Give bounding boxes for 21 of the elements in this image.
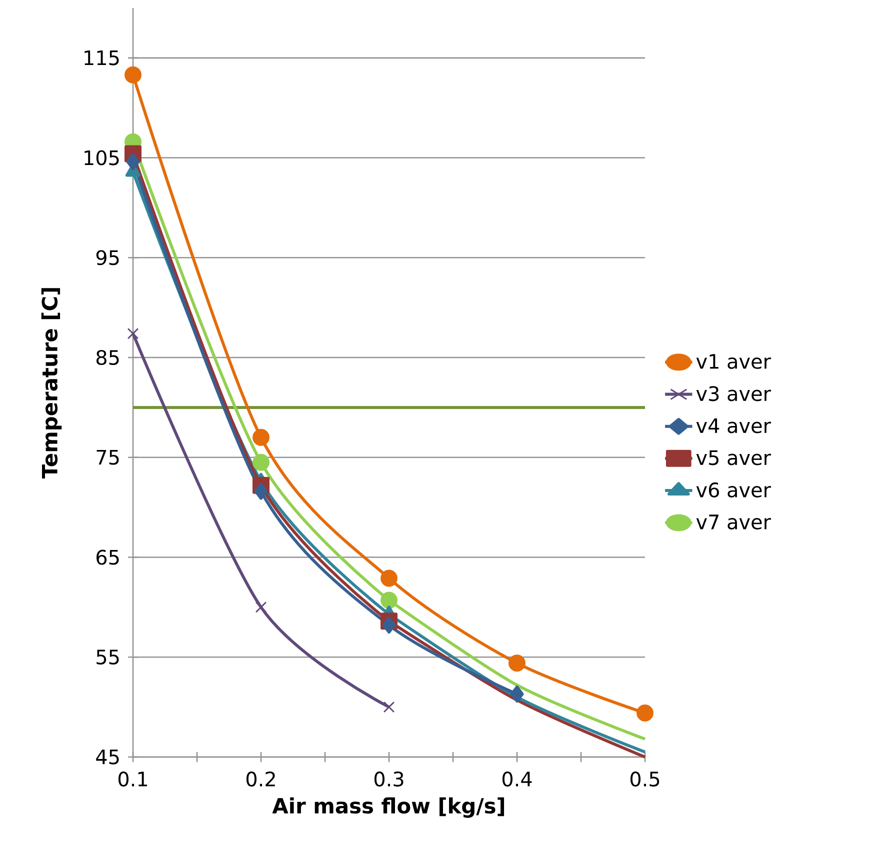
legend-label: v7 aver [696,514,771,530]
legend-label: v3 aver [696,386,771,402]
y-tick-label: 65 [96,550,119,565]
y-tick-label: 105 [84,150,119,166]
legend-label: v6 aver [696,482,771,498]
legend-label: v5 aver [696,450,771,466]
y-tick-label: 75 [96,450,119,465]
x-tick-label: 0.5 [630,772,660,787]
x-axis-title: Air mass flow [kg/s] [272,797,504,818]
legend-label: v4 aver [696,418,771,434]
x-tick-label: 0.3 [374,772,404,787]
y-axis-title: Temperature [C] [41,288,62,478]
x-tick-label: 0.2 [246,772,275,787]
y-tick-label: 95 [96,250,119,266]
x-tick-label: 0.1 [118,772,148,787]
legend-label: v1 aver [696,354,771,369]
x-tick-label: 0.4 [502,772,532,787]
y-tick-label: 115 [84,50,119,66]
y-tick-label: 55 [96,650,119,665]
y-tick-label: 45 [96,750,119,764]
y-tick-label: 85 [96,350,119,366]
